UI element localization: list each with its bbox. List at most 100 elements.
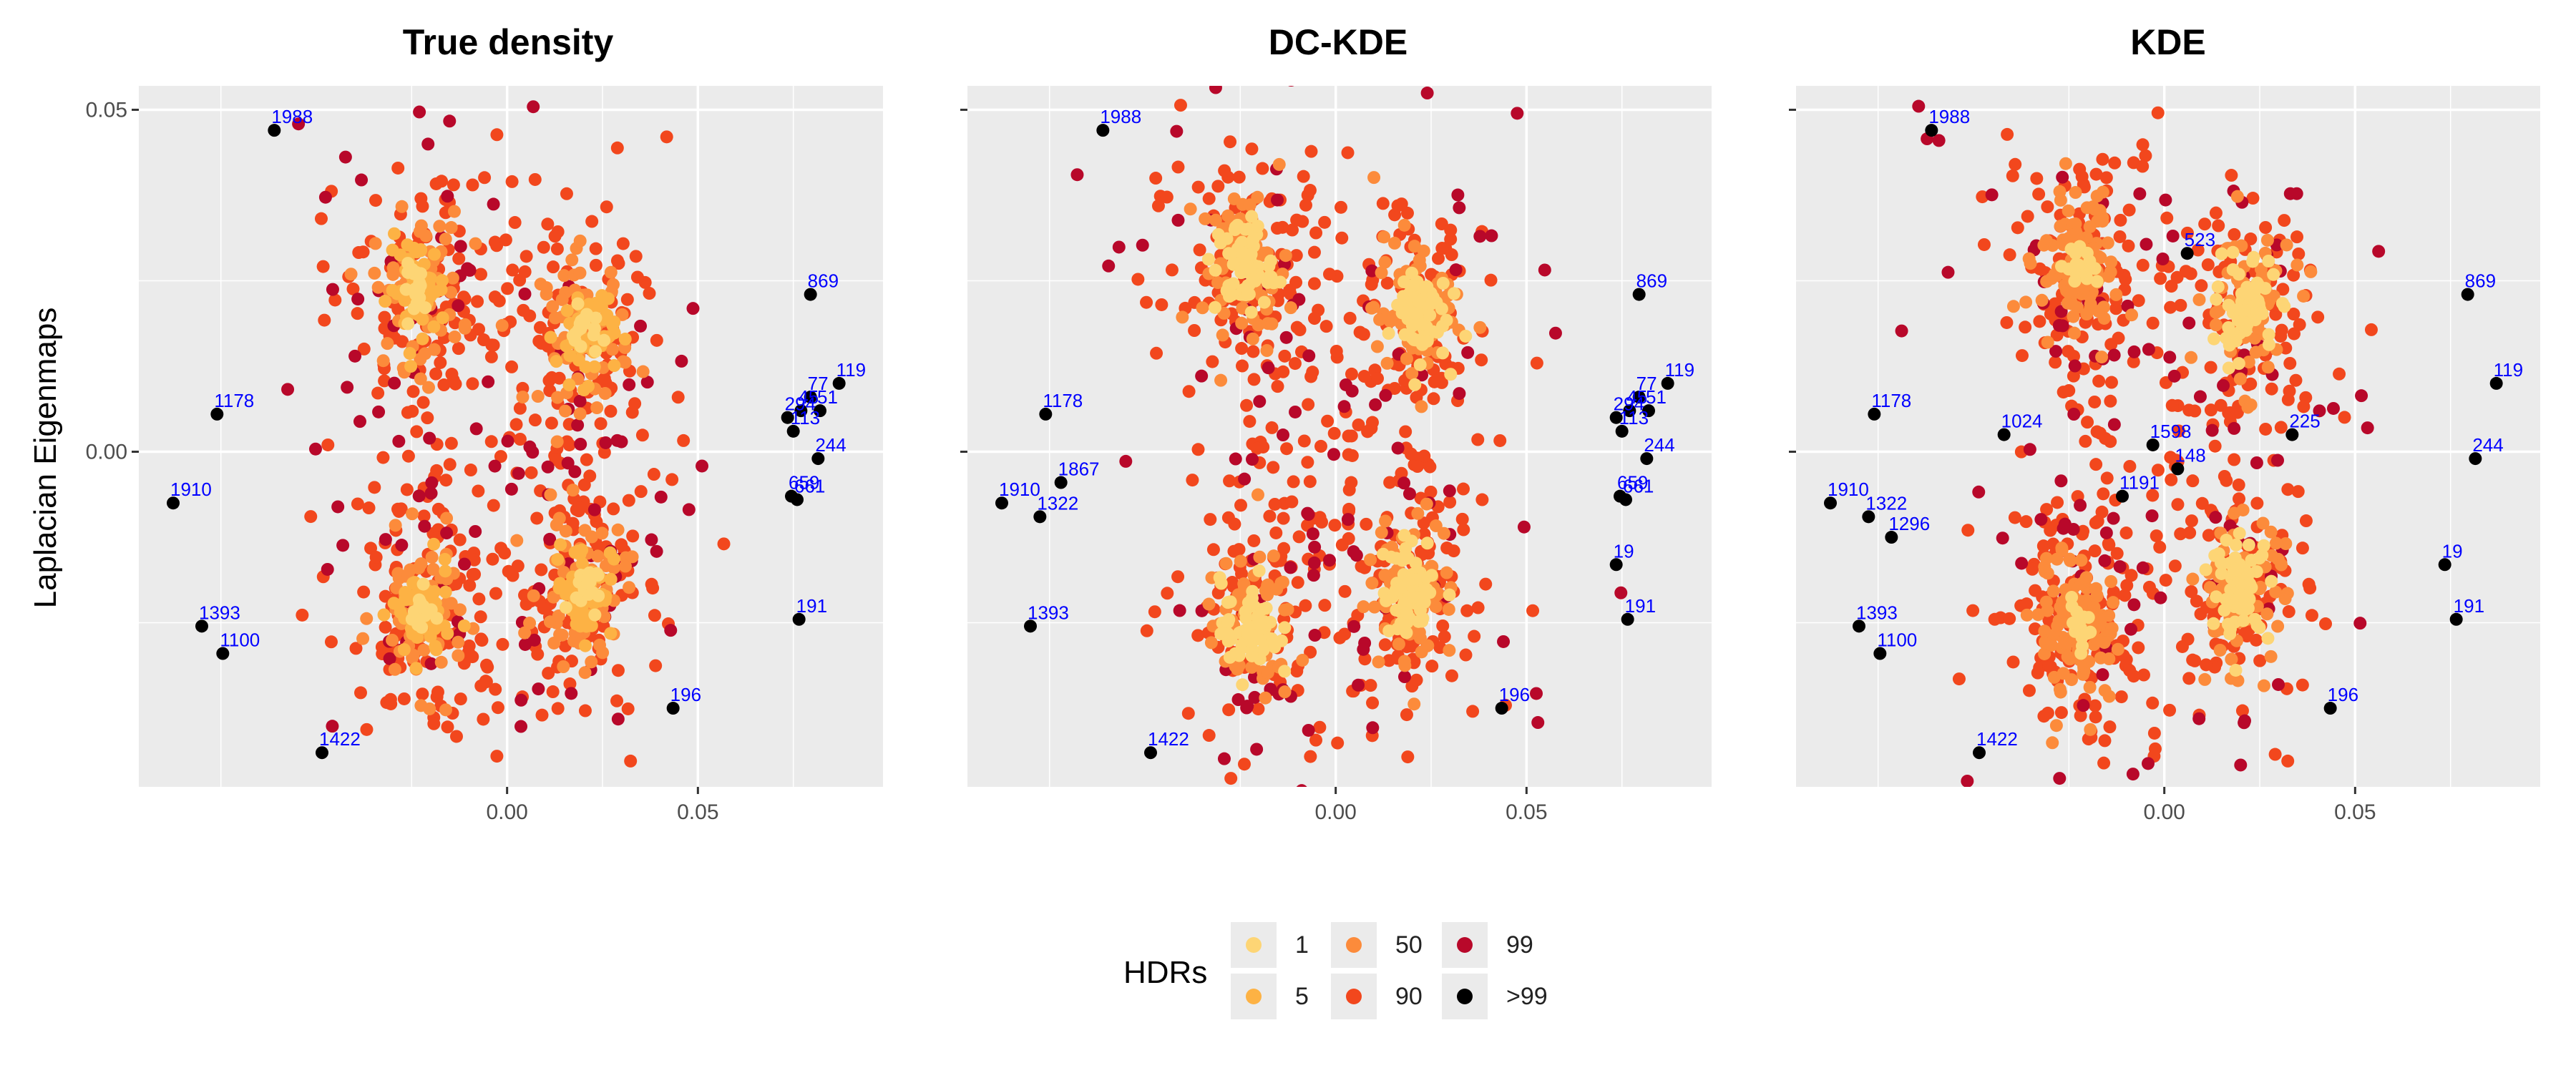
data-point bbox=[634, 485, 648, 499]
legend-label-99: 99 bbox=[1506, 931, 1533, 959]
data-point bbox=[1435, 302, 1448, 315]
data-point bbox=[449, 377, 462, 391]
data-point bbox=[2244, 398, 2258, 411]
data-point bbox=[484, 435, 498, 449]
data-point bbox=[645, 533, 658, 547]
data-point bbox=[2262, 328, 2275, 341]
data-point bbox=[577, 383, 591, 397]
data-point bbox=[2209, 318, 2223, 332]
data-point bbox=[495, 318, 509, 332]
data-point bbox=[589, 345, 602, 358]
data-point bbox=[2222, 361, 2235, 375]
outlier-point bbox=[1925, 124, 1938, 137]
data-point bbox=[2089, 458, 2103, 471]
data-point bbox=[389, 519, 402, 532]
data-point bbox=[1548, 326, 1562, 340]
data-point bbox=[474, 268, 488, 281]
data-point bbox=[2032, 187, 2046, 201]
data-point bbox=[1263, 509, 1277, 523]
data-point bbox=[471, 295, 484, 308]
data-point bbox=[1267, 549, 1280, 563]
data-point bbox=[338, 150, 352, 164]
data-point bbox=[1278, 665, 1292, 678]
data-point bbox=[2202, 529, 2215, 542]
data-point bbox=[2108, 156, 2122, 170]
data-point bbox=[513, 401, 527, 415]
outlier-label: 1100 bbox=[1877, 629, 1917, 651]
data-point bbox=[2218, 604, 2231, 617]
data-point bbox=[414, 192, 428, 205]
data-point bbox=[1140, 295, 1153, 309]
data-point bbox=[2174, 527, 2187, 541]
data-point bbox=[362, 501, 376, 515]
data-point bbox=[1445, 669, 1458, 682]
data-point bbox=[1466, 705, 1480, 718]
data-point bbox=[573, 266, 587, 280]
outlier-label: 1598 bbox=[2150, 421, 2192, 442]
data-point bbox=[1390, 622, 1404, 636]
data-point bbox=[1531, 716, 1545, 730]
data-point bbox=[351, 497, 364, 511]
data-point bbox=[1417, 244, 1430, 258]
data-point bbox=[448, 330, 462, 344]
data-point bbox=[1303, 475, 1317, 489]
data-point bbox=[2139, 149, 2152, 162]
data-point bbox=[438, 552, 452, 566]
data-point bbox=[2248, 331, 2262, 345]
data-point bbox=[1455, 512, 1469, 526]
data-point bbox=[1288, 357, 1302, 371]
data-point bbox=[1070, 168, 1084, 182]
data-point bbox=[640, 376, 654, 389]
data-point bbox=[351, 293, 365, 306]
data-point bbox=[2338, 411, 2351, 424]
data-point bbox=[1407, 306, 1420, 320]
data-point bbox=[412, 562, 426, 575]
data-point bbox=[2067, 310, 2080, 323]
data-point bbox=[458, 321, 472, 335]
data-point bbox=[2122, 239, 2135, 253]
data-point bbox=[1181, 707, 1195, 720]
data-point bbox=[1119, 454, 1133, 468]
data-point bbox=[2127, 670, 2140, 683]
data-point bbox=[1206, 355, 1219, 368]
data-point bbox=[401, 449, 415, 463]
data-point bbox=[2222, 406, 2235, 420]
data-point bbox=[1391, 441, 1405, 455]
data-point bbox=[580, 577, 594, 590]
data-point bbox=[348, 349, 362, 363]
data-point bbox=[1471, 601, 1485, 614]
data-point bbox=[1443, 495, 1457, 509]
data-point bbox=[441, 720, 454, 734]
data-point bbox=[517, 303, 530, 317]
data-point bbox=[2165, 473, 2178, 486]
data-point bbox=[1530, 356, 1543, 370]
data-point bbox=[2137, 668, 2150, 682]
data-point bbox=[505, 175, 519, 188]
data-point bbox=[2022, 252, 2036, 265]
data-point bbox=[1364, 679, 1377, 692]
data-point bbox=[430, 612, 444, 625]
data-point bbox=[2119, 273, 2132, 286]
data-point bbox=[1313, 720, 1327, 734]
data-point bbox=[1985, 188, 1999, 202]
data-point bbox=[2269, 536, 2283, 550]
data-point bbox=[578, 666, 592, 680]
outlier-point bbox=[2438, 558, 2451, 572]
data-point bbox=[378, 374, 391, 388]
data-point bbox=[2193, 390, 2207, 403]
outlier-point bbox=[216, 647, 230, 660]
data-point bbox=[397, 692, 411, 705]
data-point bbox=[1112, 240, 1126, 254]
data-point bbox=[1420, 334, 1434, 348]
data-point bbox=[394, 248, 407, 262]
data-point bbox=[2006, 169, 2019, 182]
outlier-point bbox=[1862, 510, 1875, 524]
data-point bbox=[2195, 496, 2209, 510]
data-point bbox=[2046, 584, 2060, 598]
data-point bbox=[1385, 550, 1398, 564]
data-point bbox=[2225, 169, 2238, 182]
data-point bbox=[612, 257, 625, 270]
data-point bbox=[1367, 300, 1380, 314]
data-point bbox=[1235, 342, 1249, 356]
data-point bbox=[2199, 563, 2212, 577]
